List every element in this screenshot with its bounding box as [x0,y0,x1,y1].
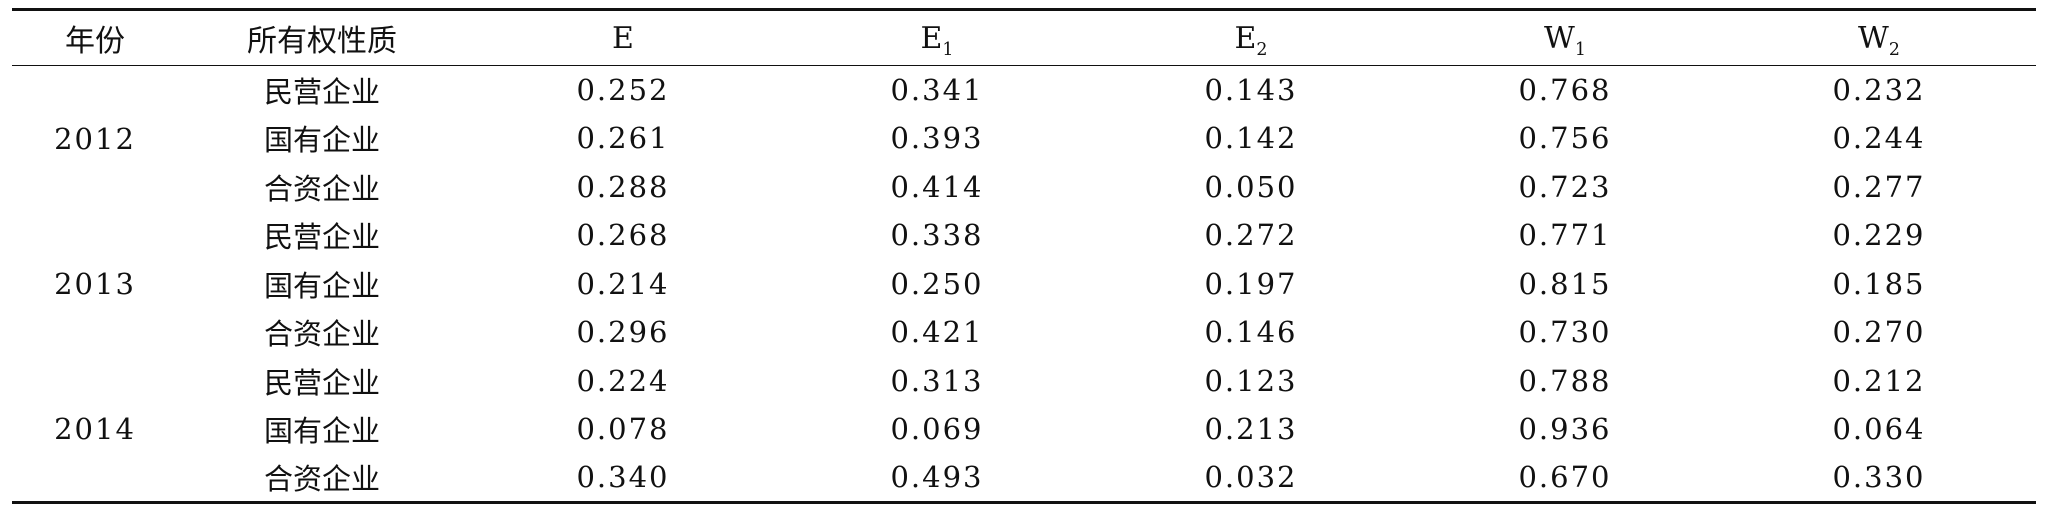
value-cell: 0.340 [466,453,780,504]
value-cell: 0.730 [1518,315,1612,350]
table-row: 2013 民营企业 0.268 0.338 0.272 0.771 0.229 [12,211,2036,301]
value-cell: 0.244 [1832,121,1926,156]
ownership-cell: 国有企业 [263,268,380,303]
table-row: 合资企业 0.288 0.414 0.050 0.723 0.277 [12,163,2036,212]
value-cell: 0.288 [576,169,670,204]
ownership-cell: 国有企业 [263,123,380,158]
header-col-e1-base: E [920,20,943,56]
table-body: 2012 民营企业 0.252 0.341 0.143 0.768 0.232 国有企业 0.2… [12,66,2036,504]
year-cell: 2013 [54,266,136,301]
value-cell: 0.250 [890,266,984,301]
header-col-e2: E2 [1094,8,1408,66]
value-cell: 0.212 [1832,363,1926,398]
value-cell: 0.723 [1518,169,1612,204]
table-header: 年份 所有权性质 E E1 E2 W1 W2 [12,8,2036,66]
ownership-cell: 合资企业 [263,171,380,206]
value-cell: 0.064 [1832,412,1926,447]
ownership-cell: 国有企业 [263,414,380,449]
value-cell: 0.788 [1518,363,1612,398]
value-cell: 0.050 [1204,169,1298,204]
table-row: 国有企业 0.078 0.069 0.213 0.936 0.064 [12,405,2036,454]
header-ownership: 所有权性质 [178,8,466,66]
value-cell: 0.421 [890,315,984,350]
efficiency-table: 年份 所有权性质 E E1 E2 W1 W2 2012 民营企业 0.252 0.34… [12,8,2036,504]
header-col-e1: E1 [780,8,1094,66]
value-cell: 0.123 [1204,363,1298,398]
table-row: 合资企业 0.296 0.421 0.146 0.730 0.270 [12,308,2036,357]
header-col-e1-sub: 1 [942,39,954,60]
year-cell: 2014 [12,356,178,504]
ownership-cell: 民营企业 [263,365,380,400]
value-cell: 0.268 [576,218,670,253]
header-col-e2-base: E [1234,20,1257,56]
table-row: 2014 民营企业 0.224 0.313 0.123 0.788 0.212 [12,356,2036,504]
header-col-w1-sub: 1 [1574,39,1586,60]
value-cell: 0.936 [1518,412,1612,447]
year-cell: 2012 [54,121,136,156]
value-cell: 0.768 [1518,73,1612,107]
ownership-cell: 民营企业 [263,220,380,255]
value-cell: 0.771 [1518,218,1612,253]
value-cell: 0.493 [780,453,1094,504]
value-cell: 0.078 [576,412,670,447]
ownership-cell: 合资企业 [178,453,466,504]
value-cell: 0.393 [890,121,984,156]
value-cell: 0.214 [576,266,670,301]
table-row: 国有企业 0.214 0.250 0.197 0.815 0.185 [12,260,2036,309]
value-cell: 0.272 [1204,218,1298,253]
value-cell: 0.341 [890,73,984,107]
value-cell: 0.069 [890,412,984,447]
value-cell: 0.213 [1204,412,1298,447]
header-col-e2-sub: 2 [1256,39,1268,60]
value-cell: 0.232 [1832,73,1926,107]
value-cell: 0.146 [1204,315,1298,350]
header-row: 年份 所有权性质 E E1 E2 W1 W2 [12,8,2036,66]
table-row: 合资企业 0.340 0.493 0.032 0.670 0.330 [12,453,2036,504]
value-cell: 0.313 [890,363,984,398]
value-cell: 0.756 [1518,121,1612,156]
ownership-cell: 合资企业 [263,317,380,352]
value-cell: 0.229 [1832,218,1926,253]
ownership-cell: 民营企业 [263,75,380,109]
value-cell: 0.197 [1204,266,1298,301]
header-col-w2: W2 [1722,8,2036,66]
header-col-e: E [466,8,780,66]
value-cell: 0.185 [1832,266,1926,301]
value-cell: 0.261 [576,121,670,156]
header-col-w1: W1 [1408,8,1722,66]
value-cell: 0.143 [1204,73,1298,107]
table-row: 2012 民营企业 0.252 0.341 0.143 0.768 0.232 [12,66,2036,156]
value-cell: 0.330 [1722,453,2036,504]
value-cell: 0.277 [1832,169,1926,204]
value-cell: 0.142 [1204,121,1298,156]
value-cell: 0.414 [890,169,984,204]
value-cell: 0.032 [1094,453,1408,504]
value-cell: 0.815 [1518,266,1612,301]
header-col-w1-base: W [1544,20,1575,56]
value-cell: 0.252 [576,73,670,107]
value-cell: 0.338 [890,218,984,253]
header-col-w2-base: W [1858,20,1889,56]
data-table-container: 年份 所有权性质 E E1 E2 W1 W2 2012 民营企业 0.252 0.34… [12,8,2036,504]
value-cell: 0.670 [1408,453,1722,504]
value-cell: 0.224 [576,363,670,398]
header-col-e-base: E [612,20,634,56]
header-year: 年份 [12,8,178,66]
table-row: 国有企业 0.261 0.393 0.142 0.756 0.244 [12,114,2036,163]
value-cell: 0.270 [1832,315,1926,350]
header-col-w2-sub: 2 [1888,39,1900,60]
value-cell: 0.296 [576,315,670,350]
